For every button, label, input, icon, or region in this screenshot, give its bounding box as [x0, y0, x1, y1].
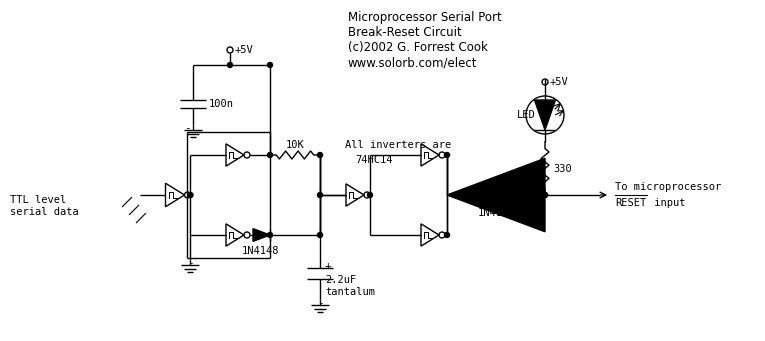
Text: LED: LED [517, 110, 535, 120]
Circle shape [542, 193, 548, 197]
Circle shape [317, 152, 323, 158]
Text: 1N4148: 1N4148 [477, 208, 515, 218]
Polygon shape [447, 158, 545, 232]
Polygon shape [535, 100, 555, 130]
Text: All inverters are: All inverters are [345, 140, 451, 150]
Text: serial data: serial data [10, 207, 79, 217]
Text: +5V: +5V [550, 77, 568, 87]
Text: www.solorb.com/elect: www.solorb.com/elect [348, 57, 477, 70]
Circle shape [542, 193, 548, 197]
Text: +5V: +5V [235, 45, 254, 55]
Text: TTL level: TTL level [10, 195, 67, 205]
Circle shape [367, 193, 373, 197]
Text: tantalum: tantalum [325, 287, 375, 297]
Text: input: input [648, 198, 685, 208]
Text: Break-Reset Circuit: Break-Reset Circuit [348, 27, 462, 40]
Circle shape [227, 62, 233, 68]
Text: -: - [317, 298, 324, 308]
Text: 100n: 100n [209, 99, 234, 109]
Text: Microprocessor Serial Port: Microprocessor Serial Port [348, 12, 502, 25]
Text: RESET: RESET [615, 198, 646, 208]
Circle shape [268, 62, 272, 68]
Text: 1N4148: 1N4148 [241, 246, 278, 256]
Circle shape [268, 152, 272, 158]
Text: 330: 330 [553, 163, 571, 174]
Text: 2.2uF: 2.2uF [325, 275, 356, 285]
Polygon shape [253, 228, 270, 241]
Circle shape [317, 233, 323, 237]
Text: +: + [325, 261, 332, 271]
Circle shape [268, 233, 272, 237]
Circle shape [317, 193, 323, 197]
Text: (c)2002 G. Forrest Cook: (c)2002 G. Forrest Cook [348, 42, 488, 55]
Circle shape [444, 152, 450, 158]
Text: -: - [187, 258, 194, 268]
Text: 10K: 10K [285, 140, 304, 150]
Text: 74HC14: 74HC14 [355, 155, 392, 165]
Text: -: - [184, 123, 190, 133]
Circle shape [444, 233, 450, 237]
Text: To microprocessor: To microprocessor [615, 182, 721, 192]
Circle shape [188, 193, 193, 197]
